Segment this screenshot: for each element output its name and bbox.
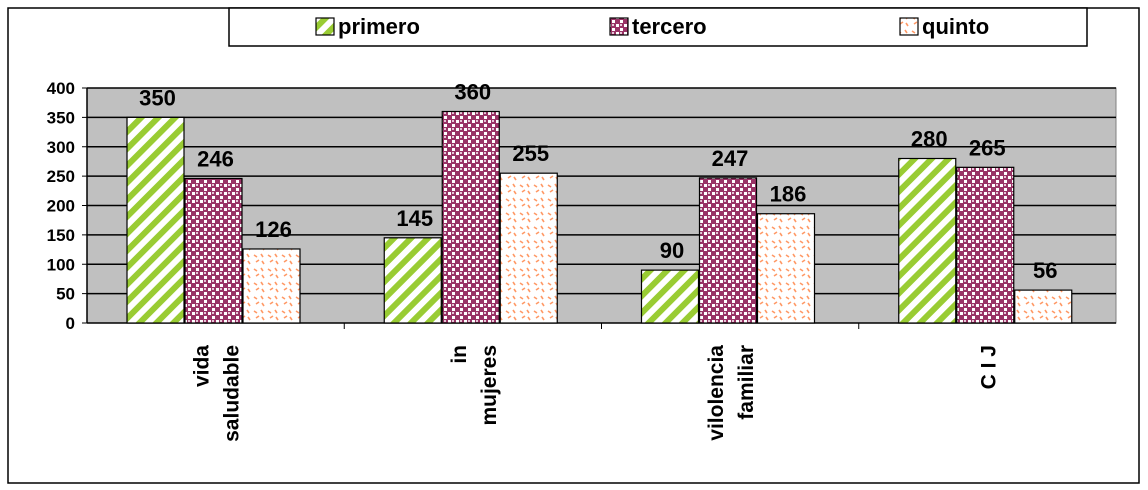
- legend-label-tercero: tercero: [632, 14, 707, 39]
- legend: [228, 7, 1088, 47]
- x-tick-label: in: [448, 345, 471, 364]
- bar-quinto: [242, 248, 301, 324]
- legend-label-primero: primero: [338, 14, 420, 39]
- y-tick-label: 50: [56, 285, 75, 304]
- data-label: 265: [969, 135, 1006, 160]
- bar-tercero: [956, 166, 1015, 324]
- bar-quinto: [756, 213, 816, 324]
- data-label: 350: [139, 85, 176, 110]
- bar-primero: [898, 157, 957, 324]
- y-tick-label: 0: [66, 314, 75, 333]
- legend-swatch-primero: [315, 17, 335, 36]
- y-tick-label: 150: [47, 226, 75, 245]
- data-label: 360: [454, 80, 491, 105]
- x-tick-label: vida: [191, 345, 214, 387]
- legend-swatch-tercero: [609, 17, 629, 36]
- bar-primero: [383, 237, 442, 324]
- data-label: 255: [512, 141, 549, 166]
- legend-swatch-quinto: [899, 17, 919, 36]
- x-tick-label: C I J: [977, 345, 1000, 389]
- bar-quinto: [1014, 289, 1073, 324]
- bar-primero: [126, 116, 185, 324]
- data-label: 186: [770, 182, 807, 207]
- bar-tercero: [441, 110, 500, 324]
- data-label: 280: [911, 127, 948, 152]
- bar-tercero: [184, 177, 243, 324]
- y-tick-label: 350: [47, 108, 75, 127]
- y-tick-label: 200: [47, 197, 75, 216]
- x-tick-label: vilolencia: [705, 345, 728, 441]
- x-tick-label: mujeres: [478, 345, 501, 426]
- y-tick-label: 100: [47, 255, 75, 274]
- y-tick-label: 400: [47, 79, 75, 98]
- data-label: 246: [197, 146, 234, 171]
- x-tick-label: familiar: [735, 345, 758, 420]
- data-label: 247: [712, 146, 749, 171]
- legend-label-quinto: quinto: [922, 14, 989, 39]
- y-tick-label: 250: [47, 167, 75, 186]
- y-tick-label: 300: [47, 138, 75, 157]
- bar-primero: [640, 269, 700, 324]
- data-label: 90: [660, 238, 684, 263]
- bar-quinto: [499, 172, 558, 324]
- x-tick-label: saludable: [221, 345, 244, 442]
- data-label: 145: [396, 206, 433, 231]
- data-label: 56: [1033, 258, 1057, 283]
- data-label: 126: [255, 217, 292, 242]
- bar-tercero: [698, 177, 758, 324]
